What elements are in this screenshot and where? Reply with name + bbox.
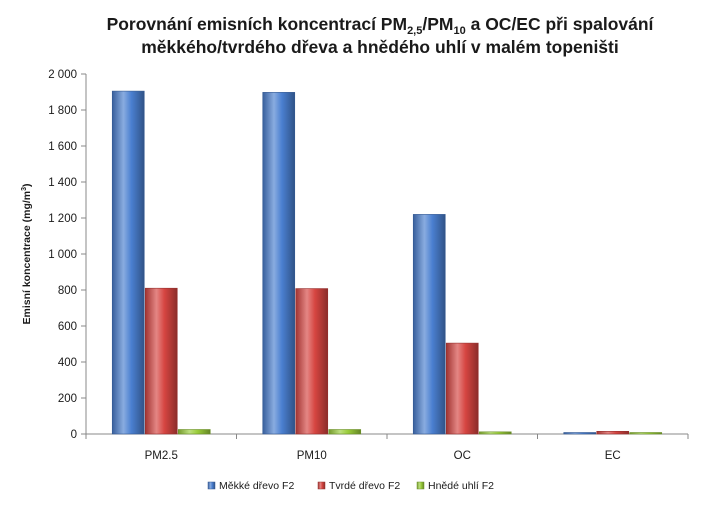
legend-label: Měkké dřevo F2 <box>219 480 294 492</box>
legend-swatch <box>317 481 326 490</box>
y-tick-label: 600 <box>58 321 77 333</box>
x-category-label: OC <box>454 450 471 462</box>
bar-hn-d-uhl-f2-pm2-5 <box>177 429 211 435</box>
bar-tvrd-d-evo-f2-pm10 <box>295 288 329 435</box>
bar-m-kk-d-evo-f2-pm10 <box>262 92 296 435</box>
y-tick-label: 0 <box>71 429 77 441</box>
bar-tvrd-d-evo-f2-ec <box>596 430 630 435</box>
y-ticks: 0 200 400 600 800 1 000 1 200 1 400 1 600 1 800 2 … <box>48 69 86 441</box>
bar-hn-d-uhl-f2-ec <box>629 432 663 435</box>
y-tick-label: 1 800 <box>48 105 77 117</box>
legend-label: Tvrdé dřevo F2 <box>329 480 400 492</box>
y-tick-label: 400 <box>58 357 77 369</box>
bar-tvrd-d-evo-f2-oc <box>445 342 479 435</box>
bar-hn-d-uhl-f2-oc <box>478 431 512 435</box>
legend-swatch <box>207 481 216 490</box>
y-tick-label: 200 <box>58 393 77 405</box>
bar-tvrd-d-evo-f2-pm2-5 <box>144 287 178 435</box>
y-tick-label: 800 <box>58 285 77 297</box>
y-tick-label: 1 000 <box>48 249 77 261</box>
legend: Měkké dřevo F2 Tvrdé dřevo F2 Hnědé uhlí F… <box>207 480 494 492</box>
chart-title-line2: měkkého/tvrdého dřeva a hnědého uhlí v m… <box>141 37 618 57</box>
bar-hn-d-uhl-f2-pm10 <box>328 429 362 435</box>
x-category-label: PM10 <box>297 450 327 462</box>
y-tick-label: 2 000 <box>48 69 77 81</box>
bar-m-kk-d-evo-f2-ec <box>563 432 597 435</box>
bar-m-kk-d-evo-f2-pm2-5 <box>111 90 145 435</box>
bar-m-kk-d-evo-f2-oc <box>412 214 446 435</box>
bars <box>111 90 663 435</box>
x-category-label: EC <box>605 450 621 462</box>
chart-title-line1: Porovnání emisních koncentrací PM2,5/PM1… <box>107 14 655 37</box>
legend-label: Hnědé uhlí F2 <box>428 480 494 492</box>
x-category-label: PM2.5 <box>145 450 178 462</box>
y-tick-label: 1 400 <box>48 177 77 189</box>
y-tick-label: 1 200 <box>48 213 77 225</box>
y-tick-label: 1 600 <box>48 141 77 153</box>
legend-swatch <box>416 481 425 490</box>
y-axis-label: Emisní koncentrace (mg/m3) <box>21 183 33 324</box>
x-categories: PM2.5 PM10 OC EC <box>85 434 689 462</box>
